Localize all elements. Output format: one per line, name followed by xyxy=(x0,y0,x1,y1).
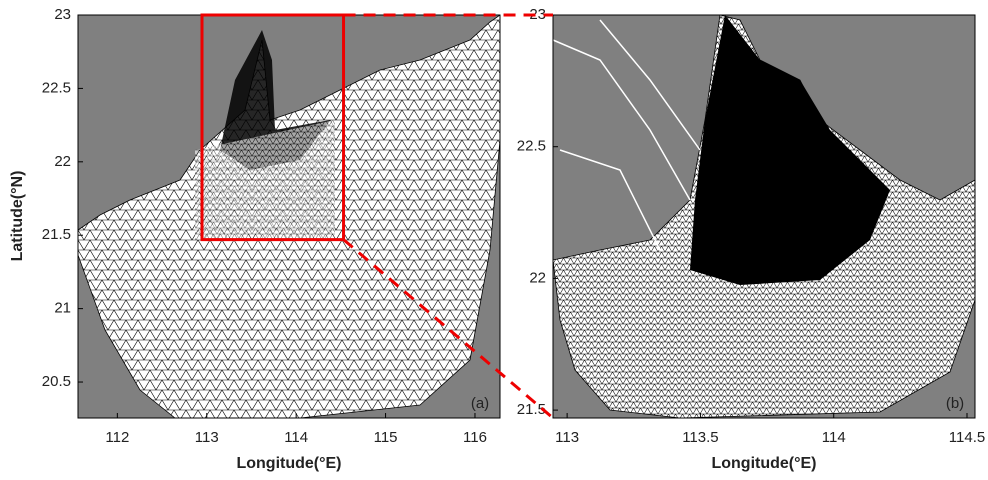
map-a xyxy=(78,15,500,418)
y-tick-label: 22.5 xyxy=(517,138,546,155)
x-tick-label: 113 xyxy=(555,429,579,446)
x-tick-label: 113.5 xyxy=(682,429,718,446)
zoom-box xyxy=(200,13,346,242)
x-tick-label: 113 xyxy=(195,429,219,446)
x-tick-label: 112 xyxy=(105,429,129,446)
y-tick-label: 22 xyxy=(529,269,546,286)
y-tick-label: 21.5 xyxy=(42,226,71,243)
x-tick-label: 115 xyxy=(374,429,398,446)
x-axis-label: Longitude(°E) xyxy=(236,455,341,472)
y-tick-label: 23 xyxy=(54,6,71,23)
x-tick-label: 114.5 xyxy=(949,429,985,446)
x-tick-label: 114 xyxy=(284,429,308,446)
y-tick-label: 22 xyxy=(54,153,71,170)
zoom-connector xyxy=(342,238,554,420)
y-tick-label: 22.5 xyxy=(42,79,71,96)
map-b xyxy=(553,15,975,418)
y-axis-label: Latitude(°N) xyxy=(9,171,26,262)
frame-b xyxy=(552,14,976,419)
x-tick-label: 114 xyxy=(822,429,846,446)
panel-label: (a) xyxy=(471,395,489,412)
y-tick-label: 21.5 xyxy=(517,401,546,418)
x-tick-label: 116 xyxy=(463,429,487,446)
y-tick-label: 20.5 xyxy=(42,373,71,390)
y-tick-label: 21 xyxy=(54,300,71,317)
panel-label: (b) xyxy=(946,395,964,412)
y-tick-label: 23 xyxy=(529,6,546,23)
x-axis-label: Longitude(°E) xyxy=(711,455,816,472)
